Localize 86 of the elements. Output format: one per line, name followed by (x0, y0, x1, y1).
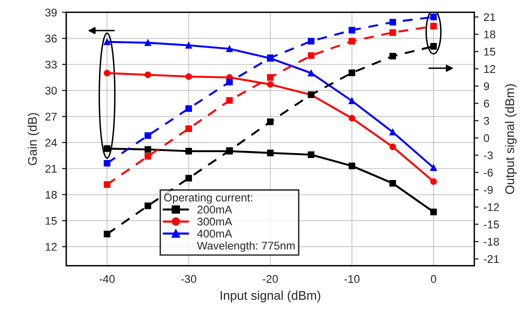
y-tick-label: 18 (46, 190, 57, 199)
point (348, 114, 356, 122)
point (389, 128, 396, 136)
y2-tick-label: 18 (484, 30, 496, 38)
point (348, 98, 356, 104)
point (104, 181, 110, 188)
legend-title: Operating current: (164, 193, 252, 204)
point (144, 146, 152, 153)
y2-tick-label: -6 (484, 168, 493, 177)
y2-tick-label: 21 (484, 13, 496, 21)
annotation: Wavelength: 775nm (197, 241, 295, 252)
point (144, 132, 152, 139)
x-tick-label: -30 (181, 275, 196, 283)
y2-tick-label: -9 (484, 186, 493, 194)
y2-tick-label: -3 (484, 151, 493, 160)
point (308, 151, 314, 158)
y-tick-label: 27 (45, 112, 57, 121)
y-tick-label: 36 (45, 34, 57, 43)
point (348, 162, 356, 170)
point (348, 38, 356, 44)
point (267, 74, 274, 81)
y2-tick-label: 15 (484, 48, 496, 56)
point (308, 52, 314, 59)
y-tick-label: 30 (45, 86, 57, 95)
point (430, 208, 437, 216)
x-axis-title: Input signal (dBm) (220, 290, 320, 302)
y2-tick-label: -18 (484, 238, 499, 246)
y2-tick-label: -15 (484, 220, 499, 228)
y2-tick-label: 12 (484, 65, 496, 73)
y-axis-title: Gain (dB) (28, 113, 40, 166)
x-tick-label: -40 (100, 275, 115, 283)
point (185, 105, 192, 112)
point (144, 153, 152, 160)
point (389, 29, 396, 36)
y-tick-label: 21 (45, 164, 57, 173)
x-tick-label: -10 (344, 275, 360, 283)
point (348, 26, 356, 34)
point (185, 174, 192, 182)
y2-axis-title: Output signal (dBm) (504, 84, 517, 194)
point (267, 150, 274, 156)
y2-tick-label: 0 (484, 134, 490, 142)
y-tick-label: 33 (45, 60, 57, 69)
point (348, 70, 356, 76)
point (144, 202, 152, 210)
point (267, 81, 274, 88)
point (104, 230, 110, 238)
point (308, 38, 314, 44)
point (430, 164, 437, 171)
point (389, 144, 396, 150)
point (104, 145, 110, 152)
point (185, 125, 192, 132)
point (185, 42, 192, 49)
legend-label: 300mA (197, 218, 232, 226)
point (104, 160, 110, 167)
point (389, 18, 396, 26)
y2-tick-label: -21 (484, 255, 499, 263)
point (104, 70, 110, 76)
point (389, 180, 396, 187)
point (226, 46, 233, 52)
point (430, 22, 437, 30)
point (430, 178, 437, 185)
y2-tick-label: 9 (484, 82, 490, 90)
y2-tick-label: -12 (484, 203, 499, 212)
point (430, 43, 437, 50)
point (226, 78, 233, 86)
y-tick-label: 15 (46, 217, 57, 225)
y-tick-label: 39 (45, 8, 57, 16)
point (185, 73, 192, 80)
y-tick-label: 24 (45, 138, 57, 147)
point (226, 97, 233, 104)
point (308, 70, 314, 76)
y2-tick-label: 6 (484, 100, 490, 108)
y-tick-label: 12 (46, 242, 57, 251)
point (144, 72, 152, 78)
point (389, 52, 396, 60)
point (430, 14, 437, 20)
legend-label: 200mA (198, 206, 232, 214)
legend-label: 400mA (197, 230, 232, 238)
point (185, 148, 192, 154)
point (267, 54, 274, 62)
x-tick-label: 0 (430, 275, 436, 283)
point (144, 39, 152, 46)
point (267, 118, 274, 126)
x-tick-label: -20 (262, 275, 278, 283)
point (104, 38, 110, 46)
y2-tick-label: 3 (484, 116, 490, 125)
